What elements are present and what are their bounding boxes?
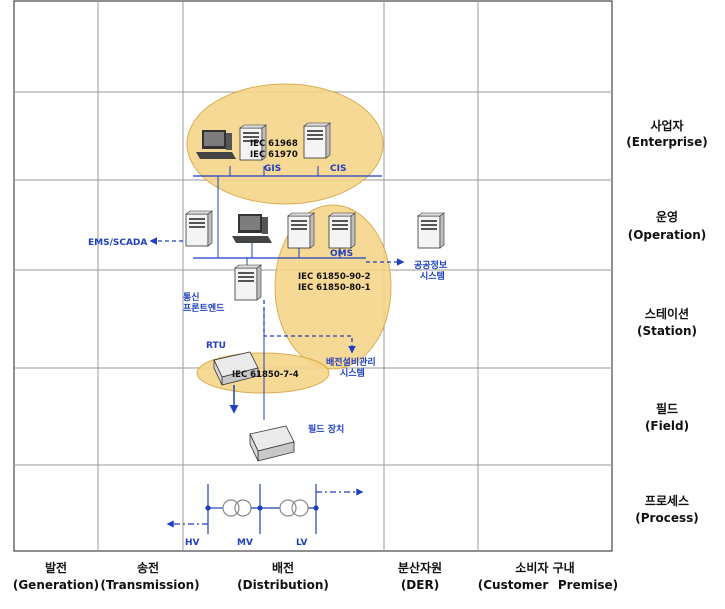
- cis-label: CIS: [330, 164, 346, 174]
- comm-frontend-label-1: 통신: [183, 291, 200, 303]
- bus-lines: [193, 166, 382, 268]
- comm-frontend-server-icon: [234, 264, 262, 301]
- cis-server-icon: [303, 122, 331, 159]
- zone-process-ko: 프로세스: [645, 493, 689, 508]
- asset-mgmt-label-1: 배전설비관리: [326, 356, 376, 368]
- oms-server-icon-2: [328, 212, 356, 249]
- domain-customer-en-left: (Customer: [478, 578, 549, 592]
- domain-transmission-en: (Transmission): [100, 578, 199, 592]
- public-info-label-2: 시스템: [420, 270, 445, 282]
- domain-customer-en-right: Premise): [558, 578, 618, 592]
- enterprise-ellipse: [186, 83, 384, 205]
- process-one-line: [166, 484, 364, 534]
- zone-enterprise-ko: 사업자: [650, 118, 683, 133]
- zone-field-en: (Field): [645, 419, 689, 433]
- zone-enterprise-en: (Enterprise): [626, 135, 707, 149]
- rtu-label: RTU: [206, 341, 226, 351]
- std-iec61850-90-2: IEC 61850-90-2: [298, 272, 371, 282]
- field-device-label: 필드 장치: [308, 423, 344, 435]
- domain-distribution-ko: 배전: [272, 560, 294, 575]
- domain-der-en: (DER): [401, 578, 439, 592]
- public-info-server-icon: [417, 212, 445, 249]
- zone-field-ko: 필드: [656, 401, 678, 416]
- hv-label: HV: [185, 538, 200, 548]
- oms-label: OMS: [330, 249, 353, 259]
- zone-operation-ko: 운영: [656, 209, 678, 224]
- domain-distribution-en: (Distribution): [237, 578, 329, 592]
- zone-station-ko: 스테이션: [645, 306, 689, 321]
- ems-server-icon: [185, 210, 213, 247]
- ems-scada-label: EMS/SCADA: [88, 238, 147, 248]
- oms-server-icon-1: [287, 212, 315, 249]
- gis-label: GIS: [264, 164, 281, 174]
- std-iec61970: IEC 61970: [250, 150, 298, 160]
- asset-mgmt-label-2: 시스템: [340, 367, 365, 379]
- std-iec61968: IEC 61968: [250, 139, 298, 149]
- rtu-box-icon: [213, 351, 259, 386]
- domain-transmission-ko: 송전: [137, 560, 159, 575]
- domain-customer-ko: 소비자 구내: [515, 560, 574, 575]
- field-device-box-icon: [249, 425, 295, 462]
- zone-operation-en: (Operation): [628, 228, 707, 242]
- public-info-label-1: 공공정보: [414, 259, 448, 271]
- domain-generation-ko: 발전: [45, 560, 67, 575]
- comm-frontend-label-2: 프론트엔드: [183, 302, 225, 314]
- std-iec61850-80-1: IEC 61850-80-1: [298, 283, 371, 293]
- grid-frame: [13, 0, 613, 552]
- mv-label: MV: [237, 538, 253, 548]
- std-iec61850-7-4: IEC 61850-7-4: [232, 370, 299, 380]
- operator-workstation-icon: [232, 214, 272, 243]
- zone-station-en: (Station): [637, 324, 697, 338]
- lv-label: LV: [296, 538, 307, 548]
- domain-der-ko: 분산자원: [398, 560, 442, 575]
- zone-process-en: (Process): [635, 511, 698, 525]
- gis-workstation-icon: [196, 130, 236, 159]
- domain-generation-en: (Generation): [13, 578, 99, 592]
